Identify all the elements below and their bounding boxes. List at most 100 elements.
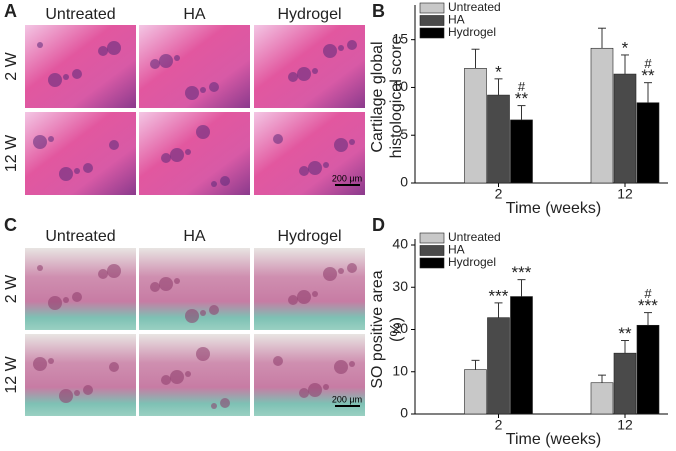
tissue-detail: [297, 290, 311, 304]
tissue-detail: [109, 140, 119, 150]
column-header: Hydrogel: [277, 6, 341, 23]
row-label: 2 W: [3, 51, 20, 80]
y-tick-label: 0: [400, 405, 408, 421]
tissue-detail: [349, 361, 355, 367]
legend-label: Hydrogel: [448, 255, 496, 269]
x-tick-label: 12: [617, 186, 633, 202]
row-label: 12 W: [3, 355, 20, 393]
row-label: 2 W: [3, 274, 20, 303]
tissue-detail: [170, 370, 184, 384]
tissue-detail: [48, 358, 54, 364]
tissue-detail: [323, 162, 329, 168]
x-tick-label: 2: [495, 186, 503, 202]
histology-image: [254, 248, 365, 330]
column-header: Untreated: [45, 228, 115, 245]
bar: [613, 73, 637, 184]
tissue-detail: [334, 138, 348, 152]
tissue-detail: [196, 125, 210, 139]
bar: [510, 296, 533, 415]
tissue-detail: [211, 181, 217, 187]
y-tick-label: 0: [400, 174, 408, 190]
tissue-detail: [98, 269, 108, 279]
y-tick-label: 10: [392, 78, 408, 94]
x-tick-label: 2: [495, 417, 503, 433]
y-tick-label: 15: [392, 30, 408, 46]
legend-label: Untreated: [448, 230, 501, 244]
x-axis-label: Time (weeks): [506, 431, 601, 448]
tissue-detail: [338, 45, 344, 51]
bar: [487, 317, 510, 415]
tissue-detail: [174, 55, 180, 61]
significance-marker: ***: [489, 286, 509, 305]
significance-marker: *: [622, 38, 629, 57]
bar: [590, 47, 614, 184]
bar: [464, 369, 487, 415]
tissue-detail: [312, 291, 318, 297]
tissue-detail: [323, 44, 337, 58]
histology-image: [25, 25, 136, 108]
column-header: Hydrogel: [277, 228, 341, 245]
legend-swatch: [419, 245, 445, 256]
tissue-detail: [63, 297, 69, 303]
tissue-detail: [59, 389, 73, 403]
tissue-detail: [299, 166, 309, 176]
tissue-detail: [48, 296, 62, 310]
tissue-detail: [185, 149, 191, 155]
tissue-detail: [334, 360, 348, 374]
scale-bar-label: 200 μm: [332, 394, 362, 404]
bar: [613, 352, 637, 415]
tissue-detail: [273, 134, 283, 144]
legend-label: Hydrogel: [448, 25, 496, 39]
y-axis-label: SO positive area: [369, 270, 386, 388]
tissue-detail: [288, 295, 298, 305]
histology-image: [25, 334, 136, 416]
legend-swatch: [419, 15, 445, 26]
tissue-detail: [161, 375, 171, 385]
histology-image: [139, 112, 250, 195]
tissue-detail: [37, 42, 43, 48]
tissue-detail: [59, 167, 73, 181]
significance-marker: #: [644, 56, 652, 71]
significance-marker: *: [495, 62, 502, 81]
tissue-detail: [299, 388, 309, 398]
tissue-detail: [211, 403, 217, 409]
tissue-detail: [288, 72, 298, 82]
tissue-detail: [159, 54, 173, 68]
significance-marker: ***: [638, 296, 658, 315]
histology-image: [25, 112, 136, 195]
legend-swatch: [419, 27, 445, 39]
panel-label: C: [4, 215, 17, 235]
legend-label: HA: [448, 243, 465, 257]
bar: [487, 94, 510, 184]
y-tick-label: 10: [392, 362, 408, 378]
bar: [510, 119, 533, 184]
significance-marker: **: [618, 324, 632, 343]
tissue-detail: [33, 357, 47, 371]
tissue-detail: [170, 148, 184, 162]
tissue-detail: [74, 168, 80, 174]
tissue-detail: [323, 267, 337, 281]
y-axis-label: Cartilage global: [369, 41, 386, 152]
tissue-detail: [109, 362, 119, 372]
significance-marker: **: [515, 89, 529, 108]
significance-marker: ***: [512, 263, 532, 282]
tissue-detail: [185, 86, 199, 100]
tissue-detail: [48, 136, 54, 142]
tissue-detail: [323, 384, 329, 390]
y-tick-label: 20: [392, 320, 408, 336]
panel-label: A: [4, 1, 17, 21]
tissue-detail: [209, 305, 219, 315]
tissue-detail: [297, 67, 311, 81]
column-header: HA: [183, 6, 206, 23]
histology-image: [254, 334, 365, 416]
tissue-detail: [273, 356, 283, 366]
legend-swatch: [419, 257, 445, 269]
tissue-detail: [161, 153, 171, 163]
tissue-detail: [338, 268, 344, 274]
significance-marker: **: [641, 66, 655, 85]
tissue-detail: [349, 139, 355, 145]
bar: [636, 324, 660, 415]
legend-label: HA: [448, 13, 465, 27]
tissue-detail: [98, 46, 108, 56]
